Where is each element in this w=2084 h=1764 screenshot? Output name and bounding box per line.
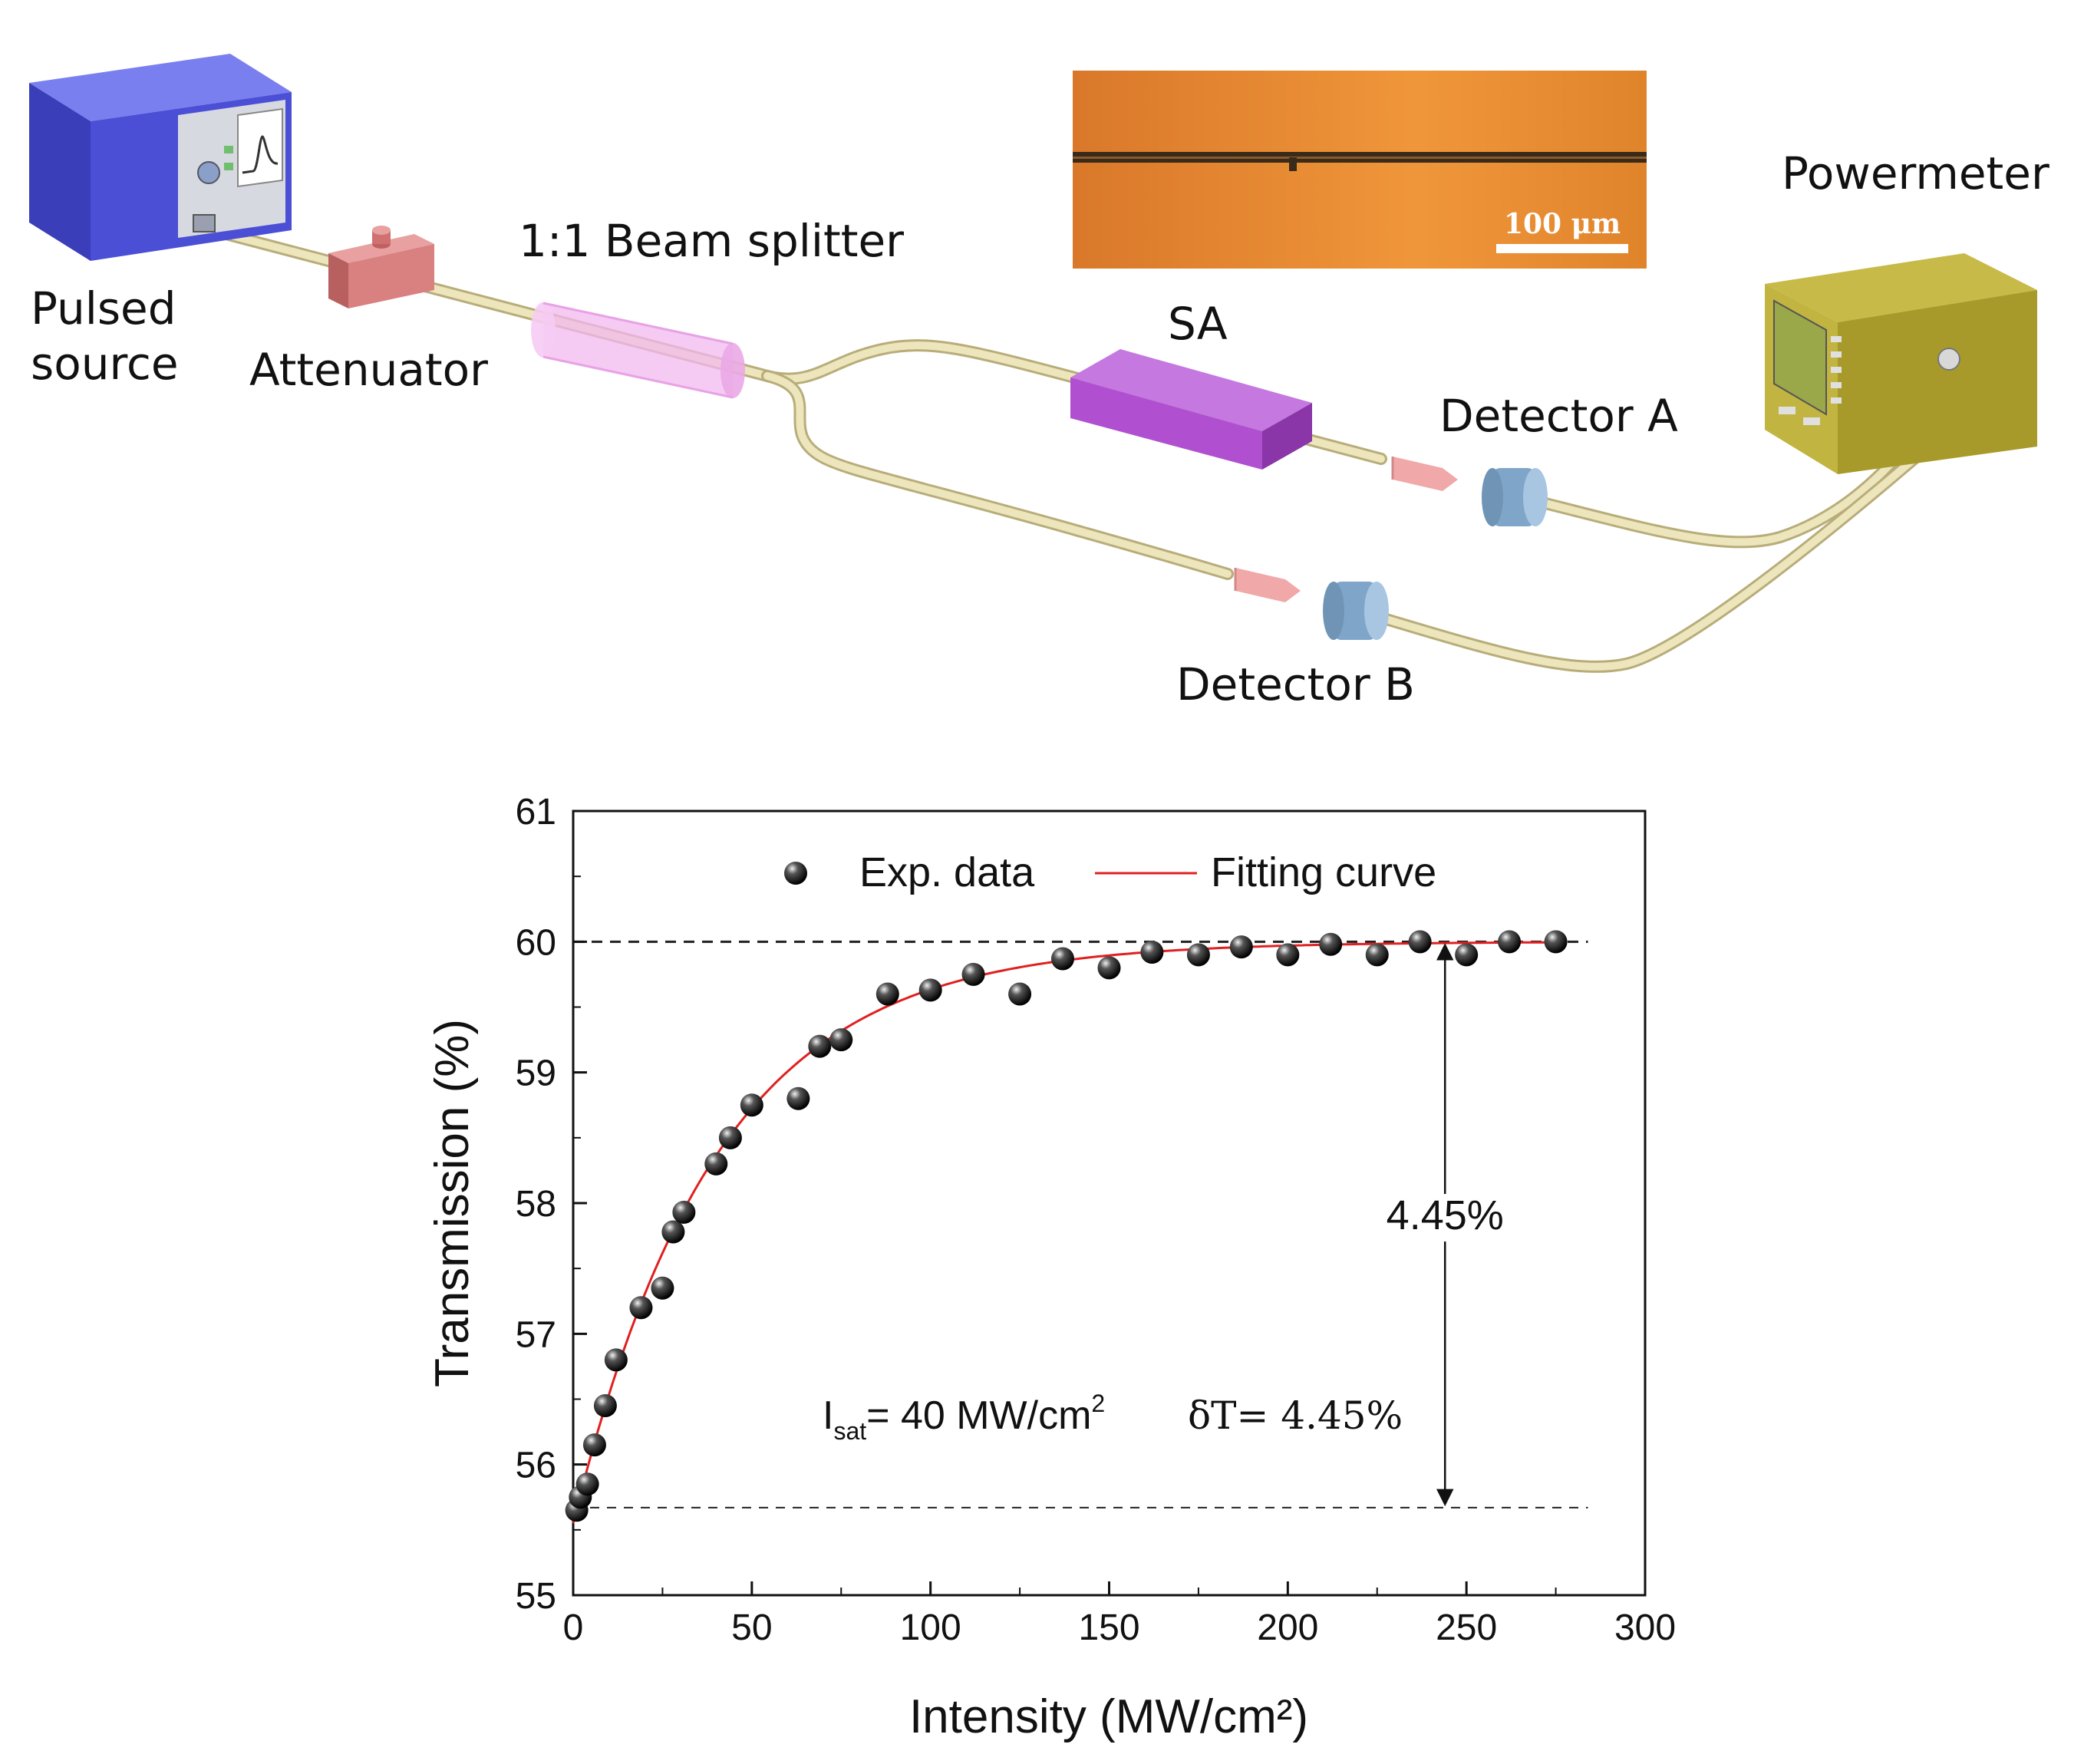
data-point: [1008, 982, 1032, 1006]
x-axis-ticks: 0 50 100 150 200 250 300: [563, 1581, 1676, 1648]
data-point: [786, 1086, 810, 1110]
data-point: [829, 1028, 853, 1052]
y-tick-label: 57: [516, 1314, 556, 1355]
data-point: [1140, 940, 1164, 964]
legend-marker-exp-data: [784, 862, 807, 885]
y-tick-label: 56: [516, 1446, 556, 1486]
data-point: [604, 1348, 628, 1372]
data-point: [918, 978, 942, 1002]
data-point: [582, 1433, 606, 1457]
y-axis-label: Transmission (%): [426, 1019, 479, 1387]
data-point: [704, 1152, 728, 1175]
x-tick-label: 0: [563, 1607, 584, 1648]
data-point: [593, 1394, 617, 1418]
x-tick-label: 50: [731, 1607, 772, 1648]
data-point: [1498, 930, 1522, 954]
label-powermeter: Powermeter: [1782, 147, 2049, 199]
data-point: [1229, 935, 1253, 959]
x-tick-label: 200: [1257, 1607, 1318, 1648]
y-tick-label: 60: [516, 922, 556, 963]
data-point: [1319, 932, 1343, 956]
data-point: [961, 962, 985, 986]
fiber-detector-b-to-meter: [1375, 433, 1944, 673]
data-point: [629, 1296, 653, 1320]
reference-lines: [573, 940, 1588, 1508]
data-point: [1544, 930, 1568, 954]
powermeter-buttons: [1779, 336, 1842, 425]
data-point: [1365, 943, 1389, 967]
legend-label-exp-data: Exp. data: [859, 849, 1035, 895]
depth-label: 4.45%: [1387, 1192, 1504, 1238]
y-tick-label: 61: [516, 792, 556, 833]
data-point: [1455, 943, 1479, 967]
isat-value: = 40 MW/cm: [866, 1393, 1091, 1438]
exp-data-points: [565, 930, 1568, 1522]
detector-b-device: [1323, 582, 1389, 640]
data-point: [740, 1093, 763, 1117]
attenuator-device: [328, 226, 434, 308]
pulse-icon: [242, 135, 279, 174]
data-point: [808, 1034, 832, 1058]
y-tick-label: 55: [516, 1576, 556, 1617]
beam-splitter-device: [531, 302, 745, 399]
depth-label-background: [1372, 1194, 1518, 1242]
scale-bar: [1496, 244, 1628, 253]
connector-a: [1391, 457, 1458, 491]
label-attenuator: Attenuator: [249, 344, 488, 396]
data-point: [718, 1126, 742, 1149]
isat-symbol: I: [823, 1393, 833, 1438]
data-point: [1097, 956, 1121, 980]
data-point: [575, 1472, 599, 1496]
label-pulsed-source-2: source: [31, 338, 179, 390]
label-sa: SA: [1168, 298, 1228, 350]
chart-legend: Exp. data Fitting curve: [784, 849, 1436, 895]
isat-subscript: sat: [833, 1417, 866, 1445]
data-point: [875, 982, 899, 1006]
x-tick-label: 300: [1614, 1607, 1676, 1648]
data-point: [1186, 943, 1210, 967]
connector-b: [1234, 568, 1301, 602]
data-point: [661, 1220, 685, 1244]
scale-bar-label: 100 μm: [1504, 208, 1621, 240]
x-tick-label: 250: [1436, 1607, 1497, 1648]
label-pulsed-source-1: Pulsed: [31, 282, 176, 335]
isat-annotation: Isat= 40 MW/cm2: [823, 1390, 1105, 1445]
label-detector-b: Detector B: [1176, 658, 1415, 711]
legend-label-fitting-curve: Fitting curve: [1211, 849, 1436, 895]
sa-device: [1070, 349, 1312, 470]
data-point: [1408, 930, 1432, 954]
delta-t-annotation: δT= 4.45%: [1188, 1393, 1403, 1438]
setup-diagram: 100 μm Pulsed source Attenuator 1:1 Beam…: [29, 54, 2049, 711]
y-axis-ticks: 55 56 57 58 59 60 61: [516, 792, 587, 1617]
y-tick-label: 59: [516, 1053, 556, 1094]
isat-superscript: 2: [1091, 1390, 1105, 1417]
data-point: [1050, 947, 1074, 971]
label-detector-a: Detector A: [1439, 390, 1678, 442]
pulsed-source-device: [29, 54, 292, 261]
detector-a-device: [1482, 468, 1548, 526]
x-tick-label: 100: [900, 1607, 961, 1648]
fiber-network: [193, 221, 1944, 673]
data-point: [651, 1276, 674, 1300]
powermeter-device: [1765, 253, 2037, 474]
y-tick-label: 58: [516, 1184, 556, 1225]
sa-micrograph: 100 μm: [1073, 71, 1647, 269]
data-point: [1276, 943, 1300, 967]
x-tick-label: 150: [1078, 1607, 1139, 1648]
x-axis-label: Intensity (MW/cm²): [909, 1690, 1308, 1743]
label-beam-splitter: 1:1 Beam splitter: [519, 215, 904, 267]
data-point: [672, 1200, 696, 1224]
